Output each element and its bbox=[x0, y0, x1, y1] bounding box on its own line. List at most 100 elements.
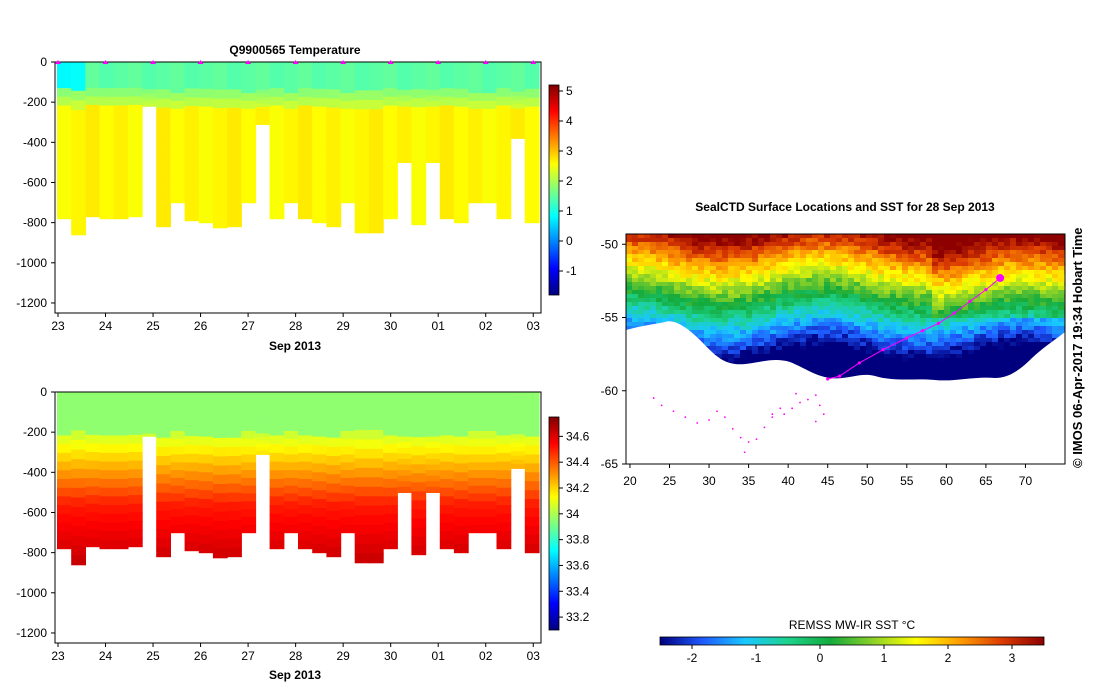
profile-cell bbox=[142, 409, 157, 413]
sst-pixel bbox=[704, 314, 711, 319]
sst-pixel bbox=[788, 258, 795, 263]
profile-cell bbox=[71, 440, 86, 451]
profile-cell bbox=[425, 140, 441, 147]
sst-pixel bbox=[632, 318, 639, 323]
sst-pixel bbox=[704, 254, 711, 259]
sst-pixel bbox=[1004, 274, 1011, 279]
sst-pixel bbox=[818, 310, 825, 315]
sst-pixel bbox=[734, 266, 741, 271]
profile-cell bbox=[255, 412, 271, 417]
sst-pixel bbox=[656, 314, 663, 319]
sst-pixel bbox=[770, 350, 777, 355]
profile-cell bbox=[510, 66, 526, 71]
sst-pixel bbox=[998, 366, 1005, 371]
sst-pixel bbox=[806, 242, 813, 247]
sst-pixel bbox=[884, 354, 891, 359]
sst-pixel bbox=[836, 278, 843, 283]
profile-cell bbox=[496, 479, 512, 489]
profile-cell bbox=[212, 493, 228, 503]
profile-cell bbox=[439, 131, 455, 141]
sst-pixel bbox=[896, 358, 903, 363]
sst-pixel bbox=[740, 250, 747, 255]
sst-pixel bbox=[656, 262, 663, 267]
profile-cell bbox=[241, 62, 257, 71]
sst-pixel bbox=[914, 318, 921, 323]
salinity-colorbar bbox=[548, 416, 560, 631]
sst-pixel bbox=[956, 358, 963, 363]
sst-pixel bbox=[734, 350, 741, 355]
profile-cell bbox=[496, 522, 512, 532]
profile-cell bbox=[425, 95, 441, 102]
profile-cell bbox=[127, 113, 143, 123]
profile-cell bbox=[71, 516, 86, 527]
profile-cell bbox=[524, 445, 540, 455]
sst-pixel bbox=[938, 306, 945, 311]
sst-pixel bbox=[680, 314, 687, 319]
profile-cell bbox=[368, 213, 384, 224]
profile-cell bbox=[439, 409, 455, 419]
sst-pixel bbox=[782, 322, 789, 327]
sst-pixel bbox=[938, 294, 945, 299]
sst-pixel bbox=[824, 374, 831, 379]
profile-cell bbox=[113, 539, 129, 550]
sst-pixel bbox=[818, 370, 825, 375]
profile-cell bbox=[397, 101, 412, 108]
profile-cell bbox=[383, 114, 398, 124]
profile-cell bbox=[170, 85, 186, 94]
sst-pixel bbox=[764, 342, 771, 347]
sst-pixel bbox=[686, 294, 693, 299]
sst-pixel bbox=[836, 366, 843, 371]
profile-cell bbox=[142, 84, 157, 88]
sst-pixel bbox=[1016, 266, 1023, 271]
sst-pixel bbox=[938, 362, 945, 367]
sst-pixel bbox=[686, 250, 693, 255]
profile-cell bbox=[298, 62, 313, 72]
sst-pixel bbox=[1058, 310, 1065, 315]
sst-pixel bbox=[992, 282, 999, 287]
profile-cell bbox=[326, 107, 342, 118]
sst-pixel bbox=[866, 302, 873, 307]
sst-pixel bbox=[986, 370, 993, 375]
profile-cell bbox=[269, 62, 285, 72]
sst-pixel bbox=[746, 294, 753, 299]
sst-pixel bbox=[770, 238, 777, 243]
sst-pixel bbox=[1010, 326, 1017, 331]
sst-pixel bbox=[830, 254, 837, 259]
sst-pixel bbox=[650, 278, 657, 283]
profile-cell bbox=[468, 93, 483, 102]
sst-pixel bbox=[740, 318, 747, 323]
profile-cell bbox=[184, 497, 200, 508]
sst-pixel bbox=[932, 366, 939, 371]
sst-pixel bbox=[1028, 242, 1035, 247]
sst-pixel bbox=[902, 290, 909, 295]
sst-pixel bbox=[968, 270, 975, 275]
sst-pixel bbox=[992, 370, 999, 375]
profile-cell bbox=[241, 101, 257, 110]
sst-pixel bbox=[626, 322, 633, 327]
profile-cell bbox=[298, 409, 313, 419]
sst-pixel bbox=[674, 294, 681, 299]
profile-cell bbox=[453, 213, 469, 224]
sst-pixel bbox=[710, 334, 717, 339]
sst-pixel bbox=[710, 274, 717, 279]
sst-pixel bbox=[980, 270, 987, 275]
sst-pixel bbox=[962, 246, 969, 251]
sst-pixel bbox=[836, 330, 843, 335]
sst-pixel bbox=[716, 302, 723, 307]
sst-pixel bbox=[758, 358, 765, 363]
sst-pixel bbox=[740, 354, 747, 359]
sst-pixel bbox=[698, 322, 705, 327]
sst-pixel bbox=[716, 278, 723, 283]
profile-cell bbox=[170, 501, 186, 510]
sst-pixel bbox=[632, 254, 639, 259]
sst-pixel bbox=[950, 294, 957, 299]
profile-cell bbox=[184, 176, 200, 186]
profile-cell bbox=[269, 496, 285, 506]
sst-pixel bbox=[656, 310, 663, 315]
profile-cell bbox=[57, 122, 72, 133]
sst-pixel bbox=[1022, 306, 1029, 311]
sst-pixel bbox=[818, 258, 825, 263]
sst-pixel bbox=[902, 326, 909, 331]
sst-pixel bbox=[962, 262, 969, 267]
profile-cell bbox=[241, 477, 257, 487]
